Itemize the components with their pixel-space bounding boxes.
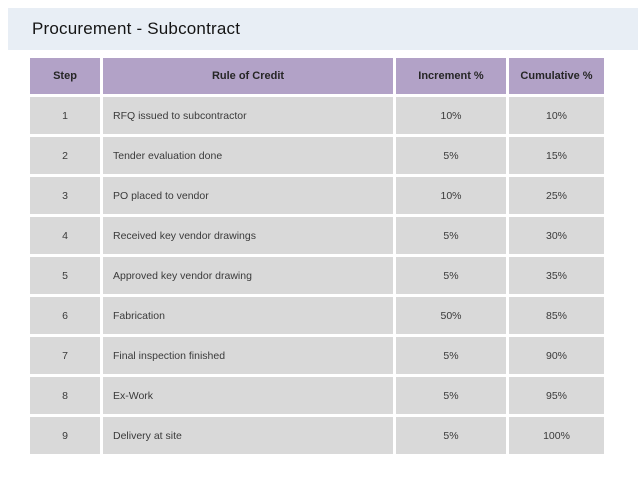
cell-step: 8 (30, 377, 100, 414)
cell-step: 6 (30, 297, 100, 334)
table-row: 7 Final inspection finished 5% 90% (30, 337, 604, 374)
header-rule-of-credit: Rule of Credit (103, 58, 393, 94)
cell-increment: 5% (396, 417, 506, 454)
table-row: 2 Tender evaluation done 5% 15% (30, 137, 604, 174)
cell-rule: Final inspection finished (103, 337, 393, 374)
cell-cumulative: 30% (509, 217, 604, 254)
header-increment: Increment % (396, 58, 506, 94)
cell-increment: 10% (396, 97, 506, 134)
cell-cumulative: 95% (509, 377, 604, 414)
header-step: Step (30, 58, 100, 94)
cell-step: 5 (30, 257, 100, 294)
cell-increment: 50% (396, 297, 506, 334)
table-row: 3 PO placed to vendor 10% 25% (30, 177, 604, 214)
cell-increment: 5% (396, 337, 506, 374)
cell-cumulative: 10% (509, 97, 604, 134)
cell-increment: 5% (396, 257, 506, 294)
cell-cumulative: 90% (509, 337, 604, 374)
cell-increment: 5% (396, 217, 506, 254)
cell-rule: Approved key vendor drawing (103, 257, 393, 294)
cell-rule: Delivery at site (103, 417, 393, 454)
cell-step: 3 (30, 177, 100, 214)
cell-cumulative: 100% (509, 417, 604, 454)
cell-step: 7 (30, 337, 100, 374)
cell-step: 2 (30, 137, 100, 174)
table-row: 1 RFQ issued to subcontractor 10% 10% (30, 97, 604, 134)
cell-rule: Fabrication (103, 297, 393, 334)
cell-step: 9 (30, 417, 100, 454)
header-cumulative: Cumulative % (509, 58, 604, 94)
cell-cumulative: 25% (509, 177, 604, 214)
cell-step: 4 (30, 217, 100, 254)
cell-rule: Ex-Work (103, 377, 393, 414)
cell-rule: Tender evaluation done (103, 137, 393, 174)
slide-title: Procurement - Subcontract (32, 19, 241, 38)
cell-rule: PO placed to vendor (103, 177, 393, 214)
cell-rule: RFQ issued to subcontractor (103, 97, 393, 134)
table-row: 4 Received key vendor drawings 5% 30% (30, 217, 604, 254)
table-row: 8 Ex-Work 5% 95% (30, 377, 604, 414)
cell-increment: 5% (396, 377, 506, 414)
table-row: 5 Approved key vendor drawing 5% 35% (30, 257, 604, 294)
cell-rule: Received key vendor drawings (103, 217, 393, 254)
cell-cumulative: 35% (509, 257, 604, 294)
rule-of-credit-table: Step Rule of Credit Increment % Cumulati… (27, 55, 607, 457)
table-row: 6 Fabrication 50% 85% (30, 297, 604, 334)
cell-cumulative: 85% (509, 297, 604, 334)
table-row: 9 Delivery at site 5% 100% (30, 417, 604, 454)
cell-increment: 5% (396, 137, 506, 174)
cell-step: 1 (30, 97, 100, 134)
title-banner: Procurement - Subcontract (8, 8, 638, 50)
table-header-row: Step Rule of Credit Increment % Cumulati… (30, 58, 604, 94)
cell-cumulative: 15% (509, 137, 604, 174)
cell-increment: 10% (396, 177, 506, 214)
